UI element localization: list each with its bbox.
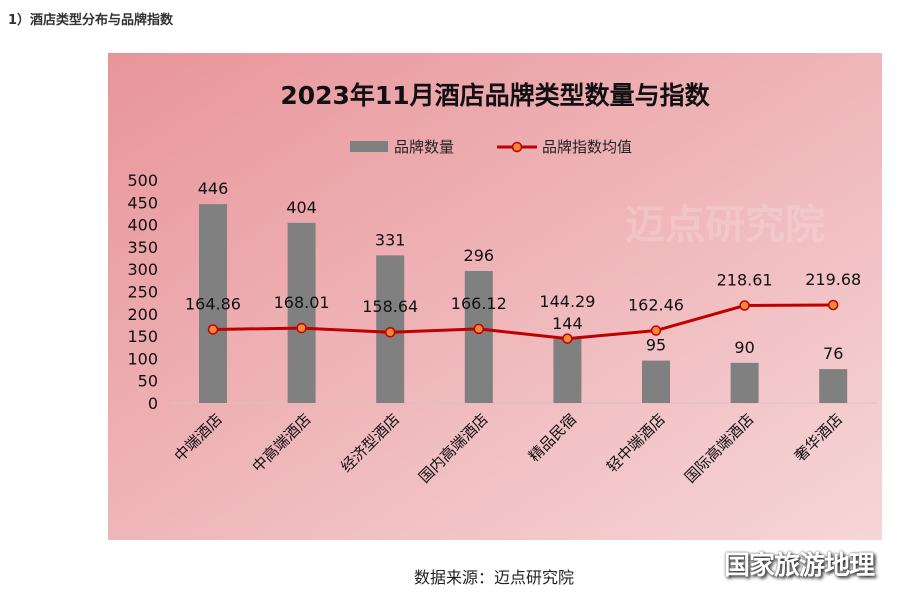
line-point	[473, 323, 485, 335]
bar	[642, 360, 670, 403]
line-value-label: 218.61	[717, 270, 773, 289]
y-tick-label: 50	[138, 372, 158, 391]
bar-value-label: 296	[464, 246, 495, 265]
bar-value-label: 144	[552, 314, 583, 333]
line-point	[739, 300, 750, 311]
section-heading: 1）酒店类型分布与品牌指数	[8, 13, 174, 28]
y-axis: 0 50 100 150 200 250 300 350 400 450 500	[127, 171, 158, 413]
legend-bar-label: 品牌数量	[394, 138, 454, 156]
y-tick-label: 500	[127, 171, 158, 190]
bar	[819, 369, 848, 403]
y-tick-label: 200	[127, 305, 158, 324]
bar-value-label: 331	[375, 230, 406, 249]
bar	[464, 270, 493, 403]
brand-watermark: 国家旅游地理	[724, 551, 875, 581]
y-tick-label: 300	[127, 260, 158, 279]
line-point	[650, 325, 662, 336]
y-tick-label: 150	[127, 327, 158, 346]
line-point	[562, 333, 573, 344]
legend-line-marker	[511, 141, 523, 153]
bar-value-label: 90	[734, 338, 754, 357]
chart-watermark: 迈点研究院	[625, 202, 825, 248]
bar-value-label: 446	[198, 179, 229, 198]
source-note: 数据来源：迈点研究院	[414, 568, 574, 587]
line-point	[384, 326, 396, 338]
y-tick-label: 400	[127, 216, 158, 235]
y-tick-label: 0	[148, 394, 158, 413]
legend: 品牌数量 品牌指数均值	[350, 138, 632, 156]
line-point	[296, 322, 307, 334]
bar-value-label: 95	[646, 336, 666, 355]
y-tick-label: 100	[127, 349, 158, 368]
line-point	[207, 324, 219, 335]
legend-line-label: 品牌指数均值	[542, 138, 632, 156]
bar-value-label: 404	[286, 198, 317, 217]
line-point	[827, 299, 839, 311]
bar	[199, 204, 227, 403]
line-series: 164.86 168.01 158.64 166.12 144.29 162.46 218.…	[185, 270, 861, 344]
legend-bar-swatch	[350, 141, 388, 152]
y-tick-label: 450	[127, 193, 158, 212]
bar-value-label: 76	[823, 344, 843, 363]
chart-title: 2023年11月酒店品牌类型数量与指数	[280, 81, 710, 110]
line-value-label: 166.12	[451, 294, 507, 313]
line-value-label: 144.29	[539, 292, 595, 311]
y-tick-label: 350	[127, 238, 158, 257]
line-value-label: 158.64	[362, 297, 418, 316]
chart-background	[108, 53, 882, 540]
bar	[553, 338, 582, 403]
line-value-label: 219.68	[805, 270, 861, 289]
bar	[730, 362, 759, 403]
line-value-label: 162.46	[628, 296, 684, 315]
line-value-label: 168.01	[274, 293, 330, 312]
line-value-label: 164.86	[185, 294, 241, 313]
index-line	[212, 303, 834, 341]
bar	[287, 222, 316, 403]
y-tick-label: 250	[127, 283, 158, 302]
